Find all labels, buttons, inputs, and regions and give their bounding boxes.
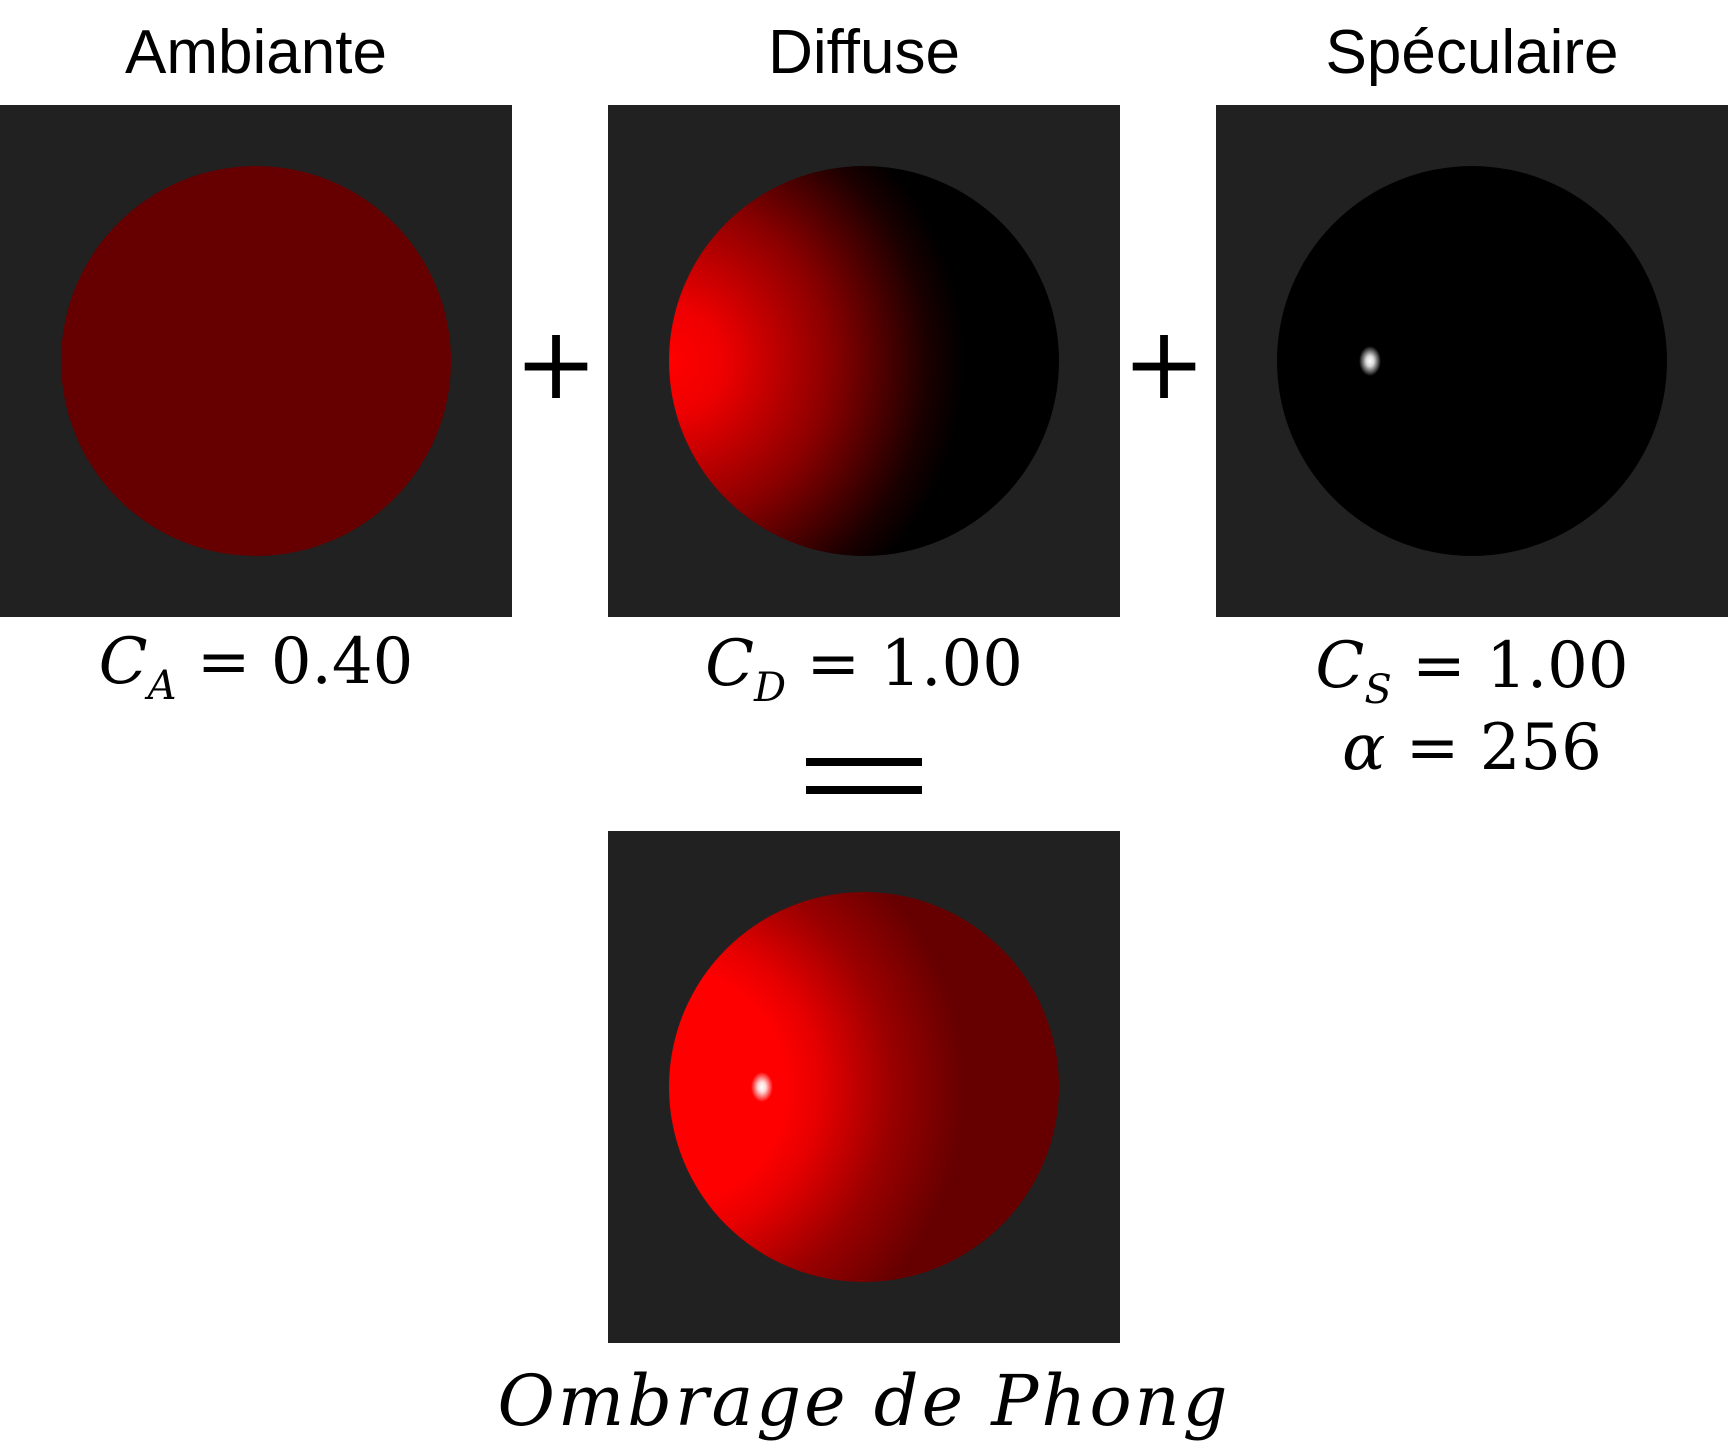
ambient-sphere — [61, 166, 451, 556]
ambient-coefficient-subscript: A — [147, 663, 177, 709]
diffuse-sphere — [669, 166, 1059, 556]
phong-result-panel — [608, 831, 1120, 1343]
equals-operator — [806, 758, 922, 794]
equals-bar-top — [806, 758, 922, 766]
ambient-coefficient-value: = 0.40 — [196, 625, 414, 699]
diffuse-coefficient: CD = 1.00 — [608, 624, 1120, 708]
diffuse-title: Diffuse — [768, 18, 960, 87]
ambient-coefficient: CA = 0.40 — [0, 622, 512, 706]
ambient-panel — [0, 105, 512, 617]
diffuse-coefficient-subscript: D — [754, 665, 787, 711]
specular-coefficient: CS = 1.00 — [1216, 626, 1728, 710]
ambient-title: Ambiante — [125, 18, 387, 87]
specular-coefficient-subscript: S — [1364, 667, 1392, 713]
specular-panel — [1216, 105, 1728, 617]
specular-title: Spéculaire — [1325, 18, 1619, 87]
specular-coefficient-value: = 1.00 — [1412, 629, 1629, 703]
diffuse-panel — [608, 105, 1120, 617]
specular-highlight — [1359, 346, 1381, 376]
phong-sphere — [669, 892, 1059, 1282]
phong-caption: Ombrage de Phong — [497, 1360, 1231, 1442]
diffuse-coefficient-value: = 1.00 — [806, 627, 1023, 701]
shininess-symbol: α — [1342, 711, 1386, 785]
diffuse-coefficient-symbol: C — [705, 627, 755, 701]
plus-operator-2: + — [1122, 305, 1206, 422]
phong-highlight — [751, 1072, 773, 1102]
specular-sphere — [1277, 166, 1667, 556]
plus-operator-1: + — [514, 305, 598, 422]
equals-bar-bottom — [806, 786, 922, 794]
ambient-coefficient-symbol: C — [98, 625, 148, 699]
shininess-value: = 256 — [1405, 711, 1602, 785]
specular-coefficient-symbol: C — [1315, 629, 1365, 703]
shininess-exponent: α = 256 — [1216, 708, 1728, 788]
